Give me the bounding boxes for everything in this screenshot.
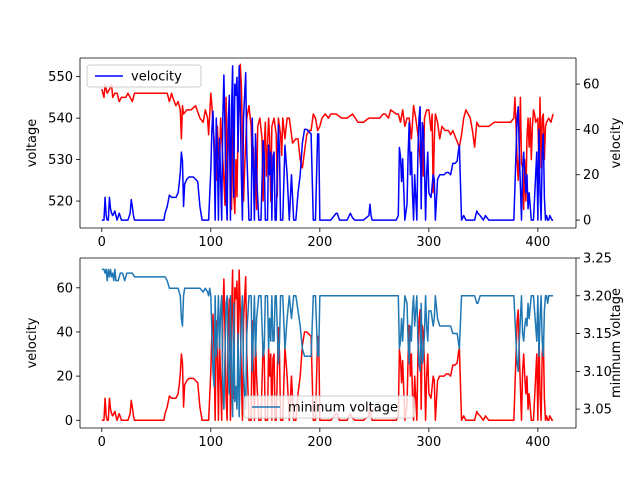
x-tick-label: 200 <box>307 435 332 450</box>
right-y-tick-label: 3.05 <box>583 403 612 418</box>
series-line-voltage <box>101 63 554 215</box>
left-y-tick-label: 20 <box>56 370 73 385</box>
left-axis-title: velocity <box>25 317 40 368</box>
right-y-tick-label: 3.20 <box>583 289 612 304</box>
x-tick-label: 200 <box>307 235 332 250</box>
right-y-tick-label: 3.15 <box>583 327 612 342</box>
x-tick-label: 300 <box>416 235 441 250</box>
x-tick-label: 300 <box>416 435 441 450</box>
x-tick-label: 0 <box>98 235 106 250</box>
x-tick-label: 400 <box>525 235 550 250</box>
series-line-velocity <box>101 269 554 422</box>
right-axis-title: mininum voltage <box>609 288 624 398</box>
top-chart-panel: 0 100 200 300 400 520 530 540 550 0 20 40 60 voltage v… <box>25 57 624 250</box>
bottom-chart-panel: 0 100 200 300 400 0 20 40 60 3.05 3.10 3.15 3.20 3.25… <box>25 252 624 451</box>
right-axis-title: velocity <box>609 117 624 168</box>
left-y-tick-label: 550 <box>48 70 73 85</box>
right-y-tick-label: 60 <box>583 78 600 93</box>
x-tick-label: 100 <box>198 235 223 250</box>
legend: velocity <box>86 64 202 88</box>
legend-label: mininum voltage <box>288 401 398 416</box>
right-y-tick-label: 20 <box>583 168 600 183</box>
left-y-tick-label: 40 <box>56 325 73 340</box>
legend: mininum voltage <box>243 395 415 419</box>
series-line-mininum-voltage <box>101 268 554 418</box>
left-y-tick-label: 530 <box>48 153 73 168</box>
right-y-tick-label: 3.10 <box>583 365 612 380</box>
left-axis-title: voltage <box>25 119 40 168</box>
right-y-tick-label: 40 <box>583 123 600 138</box>
left-y-tick-label: 0 <box>65 414 73 429</box>
legend-label: velocity <box>131 70 182 85</box>
x-tick-label: 400 <box>525 435 550 450</box>
series-group <box>101 63 554 221</box>
legend-frame <box>243 395 415 419</box>
right-y-tick-label: 3.25 <box>583 252 612 267</box>
left-y-tick-label: 540 <box>48 112 73 127</box>
series-line-velocity <box>101 65 554 221</box>
right-y-tick-label: 0 <box>583 214 591 229</box>
left-y-tick-label: 520 <box>48 195 73 210</box>
legend-frame <box>86 64 202 88</box>
x-tick-label: 100 <box>198 435 223 450</box>
left-y-tick-label: 60 <box>56 281 73 296</box>
x-tick-label: 0 <box>98 435 106 450</box>
series-group <box>101 268 554 422</box>
